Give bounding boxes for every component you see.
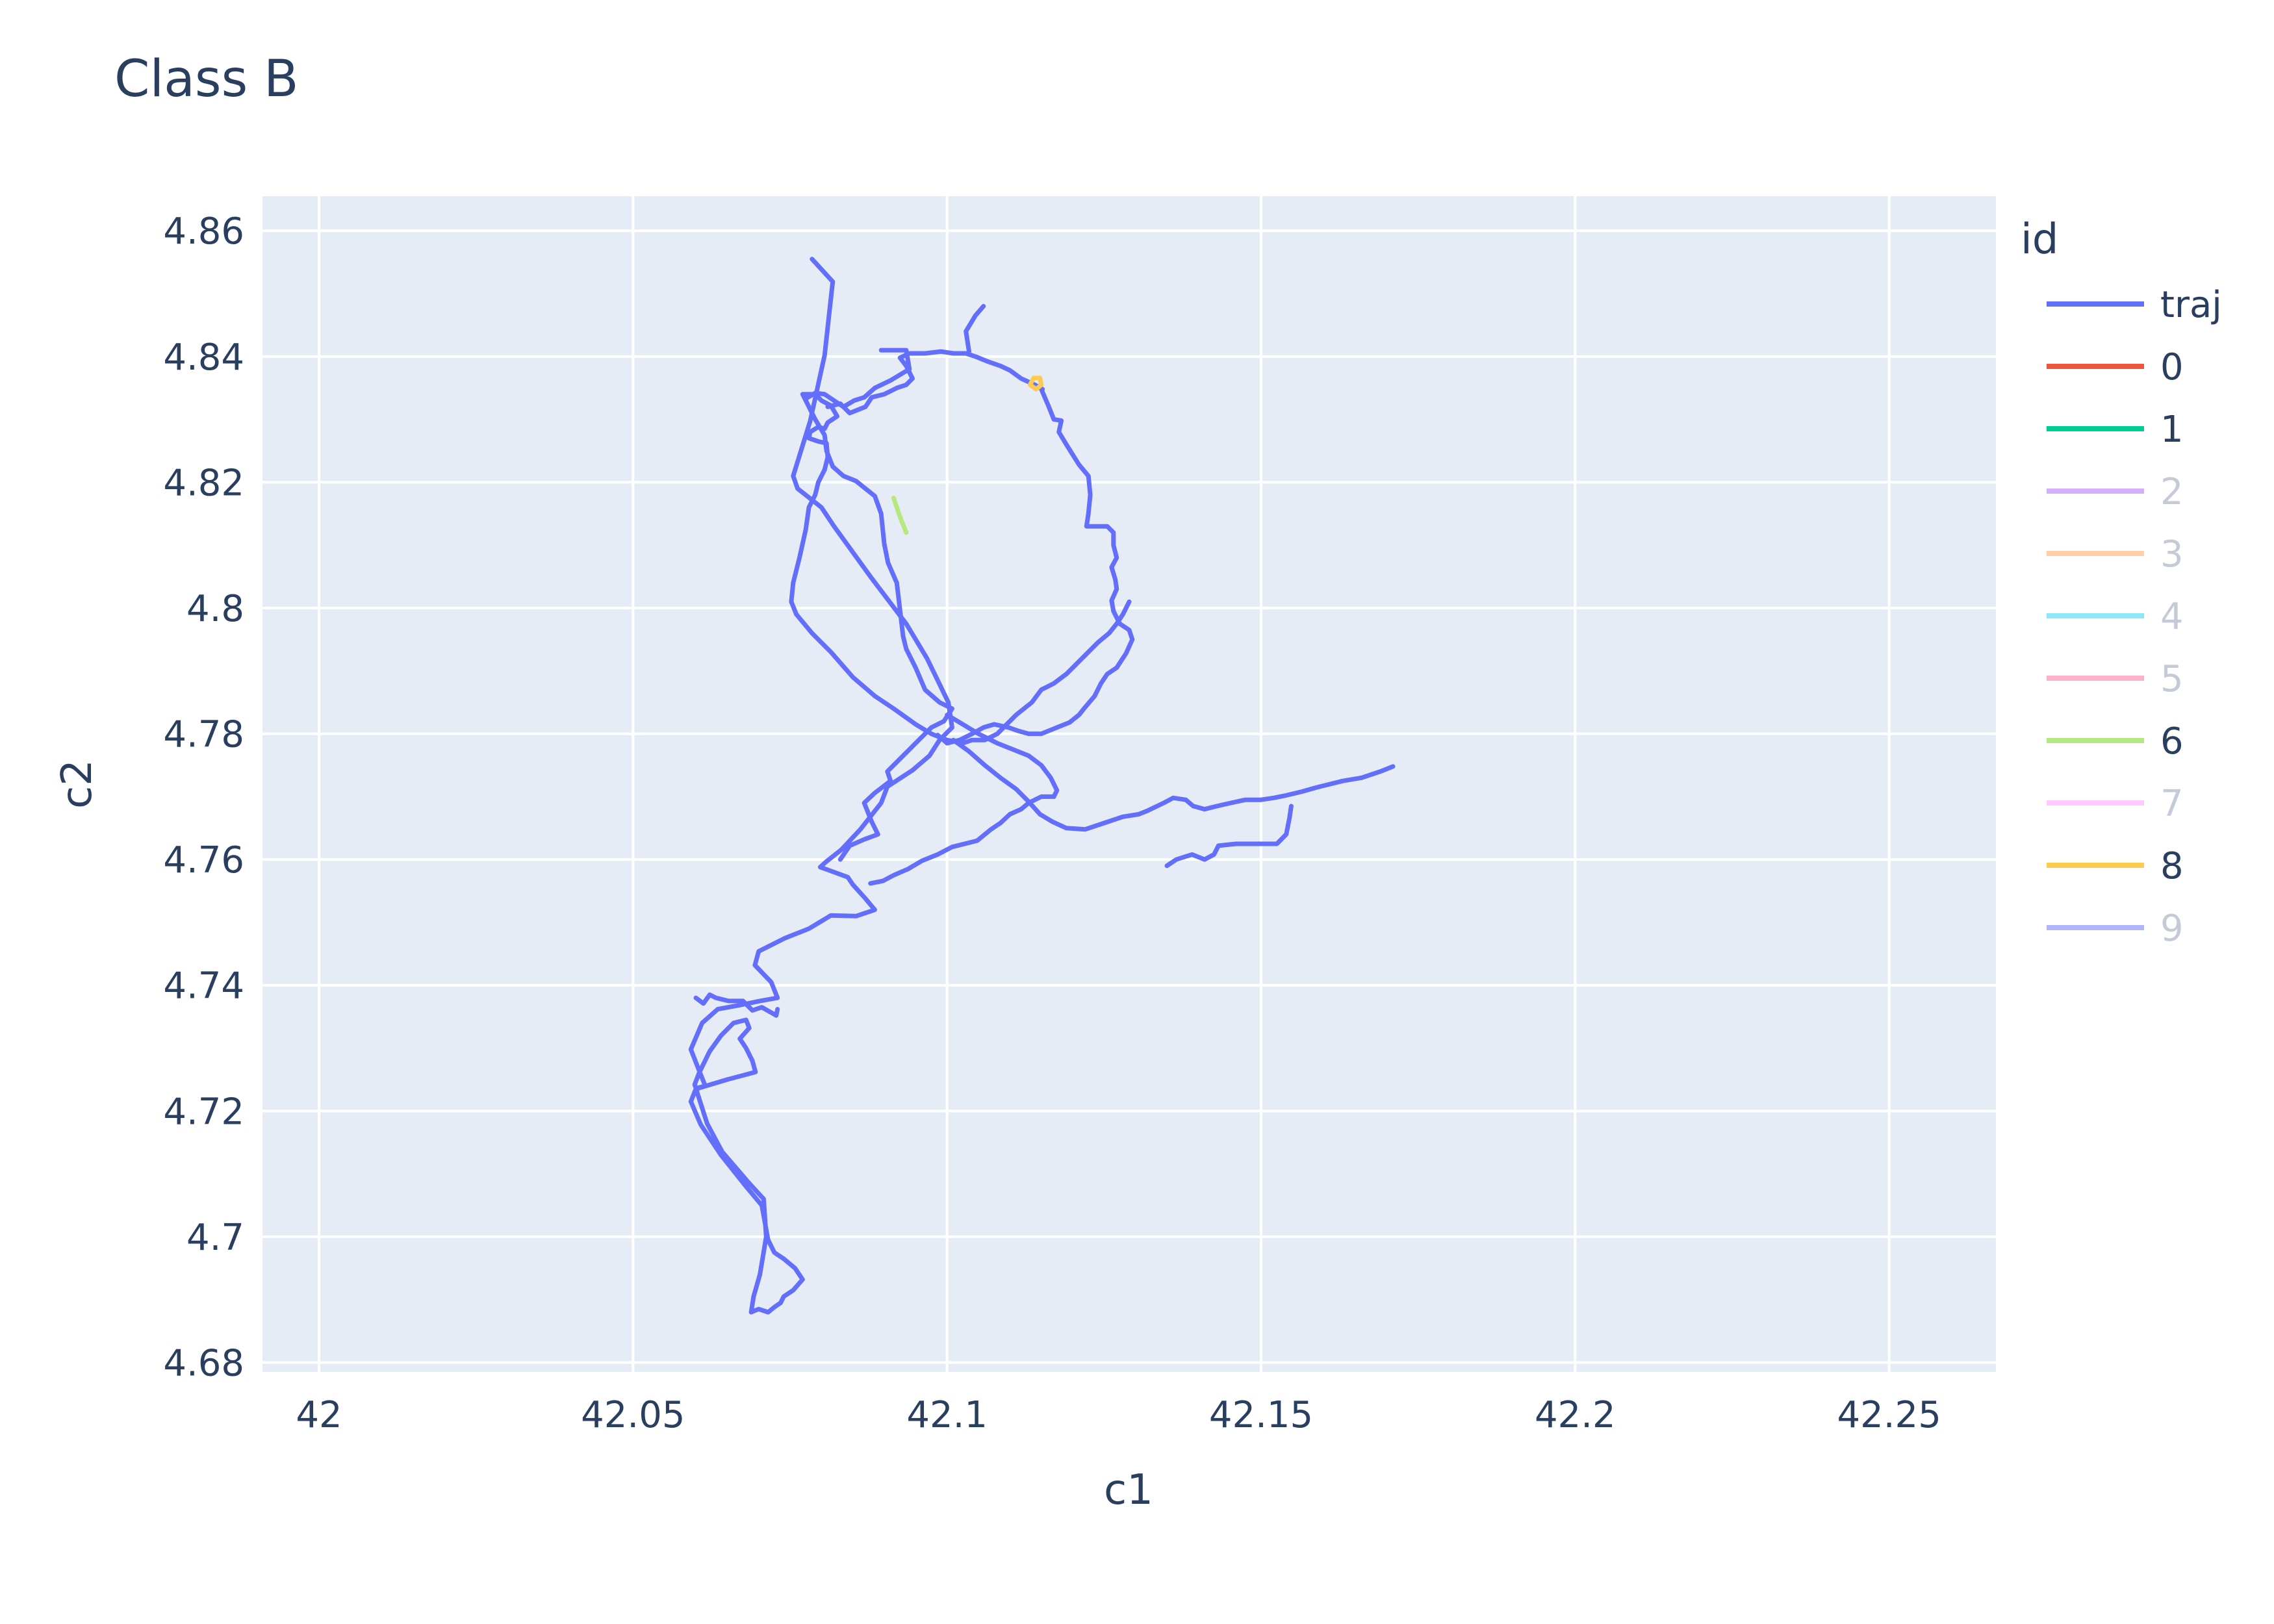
series-line-traj [693,992,780,1018]
x-tick-label: 42.25 [1837,1394,1941,1436]
legend-label: traj [2160,284,2222,326]
legend-items: traj 0 1 2 3 4 5 6 7 8 9 [2047,284,2222,950]
legend-label: 5 [2160,658,2184,700]
series-line-6 [891,496,909,535]
y-tick-label: 4.76 [163,839,244,882]
x-axis-title: c1 [1104,1466,1153,1514]
y-tick-label: 4.86 [163,210,244,253]
x-tick-label: 42.05 [581,1394,685,1436]
y-tick-label: 4.74 [163,965,244,1008]
legend-item-8[interactable]: 8 [2047,845,2184,887]
grid [262,196,1996,1372]
legend-item-9[interactable]: 9 [2047,907,2184,950]
series-line-traj [935,387,1135,746]
legend-item-2[interactable]: 2 [2047,471,2184,513]
y-tick-label: 4.68 [163,1342,244,1384]
series-line-8 [1027,375,1044,392]
legend-label: 4 [2160,596,2184,638]
y-tick-label: 4.84 [163,336,244,379]
y-axis-title: c2 [53,759,101,809]
y-tick-label: 4.8 [186,588,244,630]
series-6 [891,496,909,535]
x-axis-ticks: 42 42.05 42.1 42.15 42.2 42.25 [296,1394,1941,1436]
legend-label: 2 [2160,471,2184,513]
legend-item-4[interactable]: 4 [2047,596,2184,638]
x-tick-label: 42 [296,1394,342,1436]
series-line-traj [1164,804,1294,869]
y-tick-label: 4.82 [163,462,244,504]
x-tick-label: 42.2 [1535,1394,1616,1436]
series-line-traj [789,392,1132,862]
legend-label: 6 [2160,720,2184,763]
legend-item-3[interactable]: 3 [2047,533,2184,576]
x-tick-label: 42.1 [906,1394,988,1436]
legend-item-traj[interactable]: traj [2047,284,2222,326]
series-traj [688,257,1396,1315]
legend-title: id [2021,216,2058,264]
legend-label: 7 [2160,783,2184,825]
y-tick-label: 4.7 [186,1217,244,1259]
legend-label: 1 [2160,409,2184,451]
plot-area [262,196,1996,1372]
legend-label: 3 [2160,533,2184,576]
legend-label: 0 [2160,346,2184,388]
series-line-traj [825,349,1045,416]
legend-item-7[interactable]: 7 [2047,783,2184,825]
series-line-traj [964,303,986,354]
series-line-traj [868,713,1060,886]
series [688,257,1396,1315]
y-tick-label: 4.72 [163,1091,244,1133]
legend-item-1[interactable]: 1 [2047,409,2184,451]
series-line-traj [803,348,912,409]
x-tick-label: 42.15 [1209,1394,1313,1436]
legend-item-0[interactable]: 0 [2047,346,2184,388]
legend: id traj 0 1 2 3 4 5 6 7 8 9 [2021,216,2222,950]
legend-label: 8 [2160,845,2184,887]
legend-item-5[interactable]: 5 [2047,658,2184,700]
y-axis-ticks: 4.68 4.7 4.72 4.74 4.76 4.78 4.8 4.82 4.84 4.86 [163,210,244,1384]
series-line-traj [688,257,954,1315]
series-8 [1027,375,1044,392]
chart-title: Class B [114,50,299,108]
legend-label: 9 [2160,907,2184,950]
legend-item-6[interactable]: 6 [2047,720,2184,763]
y-tick-label: 4.78 [163,714,244,756]
